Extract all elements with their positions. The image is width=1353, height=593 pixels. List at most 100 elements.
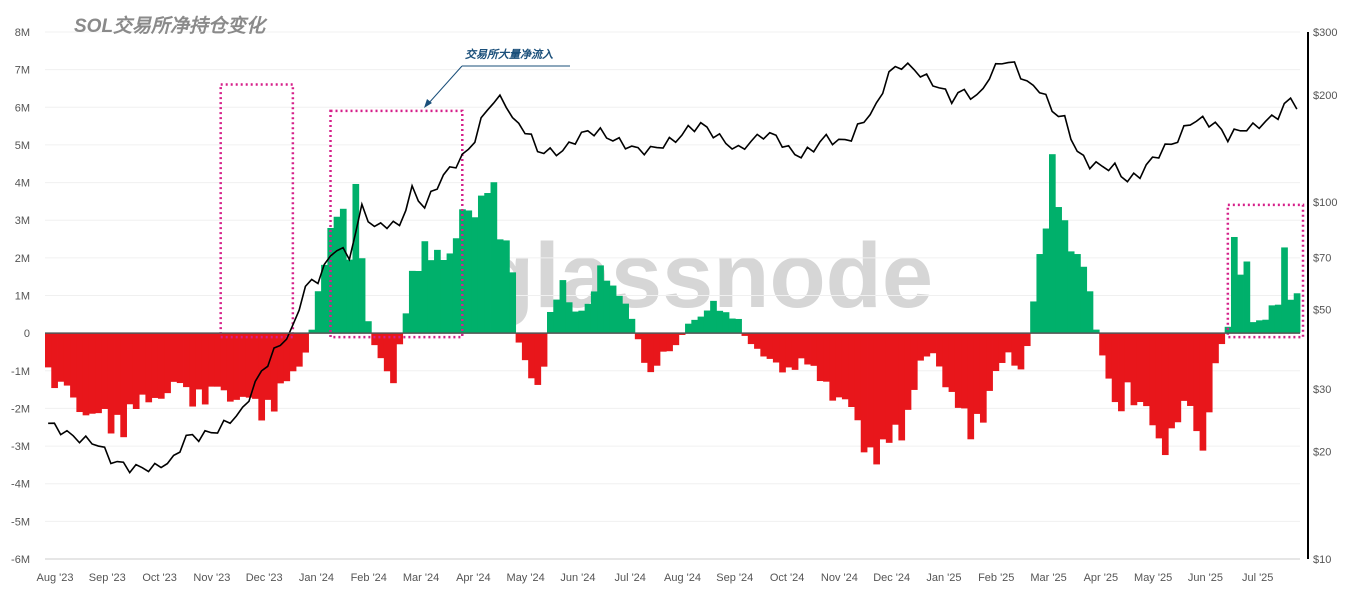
net-bar xyxy=(590,291,598,334)
net-bar xyxy=(885,333,893,443)
net-bar xyxy=(929,333,937,354)
net-bar xyxy=(63,333,71,386)
net-bar xyxy=(691,319,699,334)
net-bar xyxy=(1149,333,1157,426)
net-bar xyxy=(986,333,993,391)
net-bar xyxy=(421,241,429,334)
x-tick-label: Apr '24 xyxy=(456,572,491,584)
annotation-arrow xyxy=(427,65,463,105)
net-bar xyxy=(484,193,491,334)
net-bar xyxy=(358,258,366,334)
net-bar xyxy=(754,333,761,349)
x-tick-label: Dec '24 xyxy=(873,572,910,584)
x-tick-label: May '25 xyxy=(1134,572,1172,584)
net-bar xyxy=(854,333,862,421)
right-axis-ticks: $300 $200 $100 $70 $50 $30 $20 $10 xyxy=(1313,27,1337,566)
net-bar xyxy=(1180,333,1188,401)
net-bar xyxy=(1249,322,1257,334)
net-bar xyxy=(1287,299,1295,334)
net-bar xyxy=(214,333,222,387)
net-bar xyxy=(860,333,868,453)
net-bar xyxy=(427,260,435,334)
net-bar xyxy=(1080,266,1088,334)
net-bar xyxy=(879,333,887,440)
net-bar xyxy=(578,310,586,334)
right-tick-label: $70 xyxy=(1313,252,1331,264)
net-bar xyxy=(88,333,96,414)
x-tick-label: Sep '23 xyxy=(89,572,126,584)
net-bar xyxy=(377,333,385,359)
left-tick-label: 3M xyxy=(15,215,30,227)
net-bar xyxy=(1262,319,1270,334)
net-bar xyxy=(57,333,65,382)
net-bar xyxy=(697,316,705,334)
x-tick-label: Jan '25 xyxy=(926,572,961,584)
net-bar xyxy=(1036,254,1044,334)
net-bar xyxy=(973,333,981,414)
net-bar xyxy=(735,318,742,334)
net-bar xyxy=(936,333,943,367)
net-bar xyxy=(1205,333,1213,413)
net-bar xyxy=(333,216,341,334)
x-tick-label: Feb '25 xyxy=(978,572,1014,584)
net-bar xyxy=(164,333,171,394)
net-bar xyxy=(1118,333,1125,412)
net-bar xyxy=(1092,329,1100,334)
net-bar xyxy=(634,333,642,340)
left-tick-label: 5M xyxy=(15,140,30,152)
net-bar xyxy=(559,280,567,334)
net-bar xyxy=(1143,333,1150,407)
x-tick-label: Jun '25 xyxy=(1188,572,1223,584)
left-tick-label: 1M xyxy=(15,291,30,303)
net-bar xyxy=(496,239,504,334)
net-bar xyxy=(1274,304,1282,334)
highlight-box xyxy=(1226,203,1305,339)
annotation-label: 交易所大量净流入 xyxy=(465,48,553,61)
price-line xyxy=(48,61,1298,475)
net-bar xyxy=(954,333,962,408)
net-bar xyxy=(1011,333,1019,366)
net-bar xyxy=(1268,305,1276,334)
net-bar xyxy=(747,333,755,345)
x-tick-label: Oct '23 xyxy=(142,572,177,584)
annotation: 交易所大量净流入 xyxy=(424,48,570,108)
net-bar xyxy=(45,333,52,368)
net-bar xyxy=(616,295,623,334)
net-bar xyxy=(107,333,115,434)
net-bar xyxy=(76,333,84,413)
net-bar xyxy=(779,333,786,373)
left-tick-label: 8M xyxy=(15,27,30,39)
left-tick-label: 6M xyxy=(15,102,30,114)
x-tick-label: Dec '23 xyxy=(246,572,283,584)
net-bar xyxy=(804,333,811,365)
net-bar xyxy=(653,333,661,366)
net-bar xyxy=(848,333,855,408)
right-tick-label: $50 xyxy=(1313,305,1331,317)
highlight-boxes xyxy=(219,83,1305,339)
left-tick-label: -5M xyxy=(11,516,30,528)
net-bar xyxy=(446,253,454,334)
net-bar xyxy=(1174,333,1182,423)
net-bar xyxy=(979,333,987,423)
axes xyxy=(45,32,1309,560)
net-bar xyxy=(1005,333,1012,353)
net-bar xyxy=(471,217,479,334)
net-bar xyxy=(270,333,278,412)
net-bar xyxy=(948,333,956,392)
net-bar xyxy=(459,209,466,334)
right-tick-label: $20 xyxy=(1313,447,1331,459)
net-bar xyxy=(126,333,134,405)
x-tick-label: Nov '23 xyxy=(193,572,230,584)
net-bar xyxy=(1130,333,1138,406)
net-bar xyxy=(371,333,378,346)
net-bar xyxy=(603,280,611,334)
net-bar xyxy=(1124,333,1131,383)
net-bar xyxy=(678,333,686,335)
x-tick-label: Aug '23 xyxy=(37,572,74,584)
net-bar xyxy=(992,333,1000,372)
net-bar xyxy=(741,333,749,336)
net-bar xyxy=(1168,333,1175,429)
net-bar xyxy=(346,259,353,334)
net-bar xyxy=(798,333,805,359)
net-bar xyxy=(1136,333,1144,403)
